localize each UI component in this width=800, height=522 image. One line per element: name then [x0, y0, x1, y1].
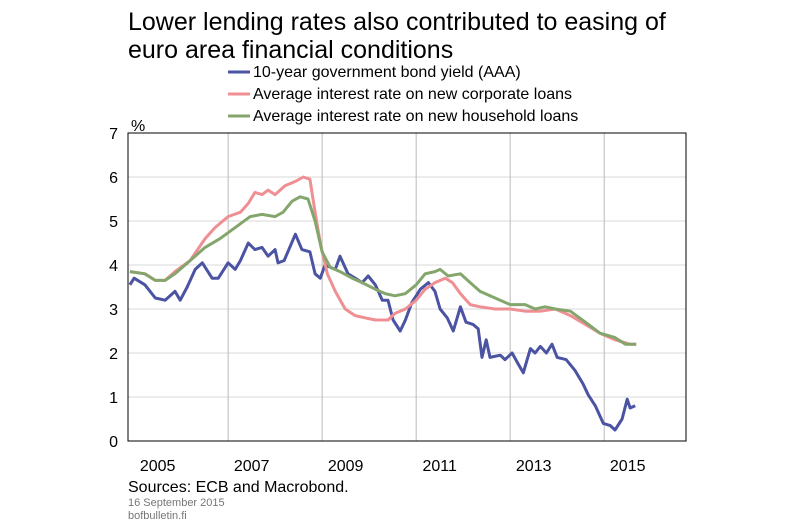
x-tick-label: 2013	[516, 458, 552, 475]
chart-title: Lower lending rates also contributed to …	[128, 8, 666, 36]
x-tick-label: 2005	[140, 458, 176, 475]
series-line	[128, 232, 636, 432]
y-tick-label: 0	[109, 434, 118, 451]
y-tick-label: 1	[109, 390, 118, 407]
site: bofbulletin.fi	[128, 510, 187, 522]
plot-frame	[127, 132, 687, 442]
series-line	[129, 195, 637, 346]
y-unit: %	[131, 118, 145, 135]
y-tick-label: 7	[109, 126, 118, 143]
source: Sources: ECB and Macrobond.	[128, 479, 349, 496]
y-tick-label: 6	[109, 170, 118, 187]
y-tick-label: 3	[109, 302, 118, 319]
legend-label: 10-year government bond yield (AAA)	[253, 64, 521, 81]
x-tick-label: 2009	[328, 458, 364, 475]
y-tick-label: 2	[109, 346, 118, 363]
legend-label: Average interest rate on new household l…	[253, 108, 578, 125]
date: 16 September 2015	[128, 497, 225, 509]
x-tick-label: 2015	[610, 458, 646, 475]
series-line	[129, 175, 637, 346]
x-tick-label: 2007	[234, 458, 270, 475]
x-tick-label: 2011	[422, 458, 457, 475]
y-tick-label: 4	[109, 258, 118, 275]
legend-label: Average interest rate on new corporate l…	[253, 86, 572, 103]
y-tick-label: 5	[109, 214, 118, 231]
chart-title: euro area financial conditions	[128, 36, 453, 64]
